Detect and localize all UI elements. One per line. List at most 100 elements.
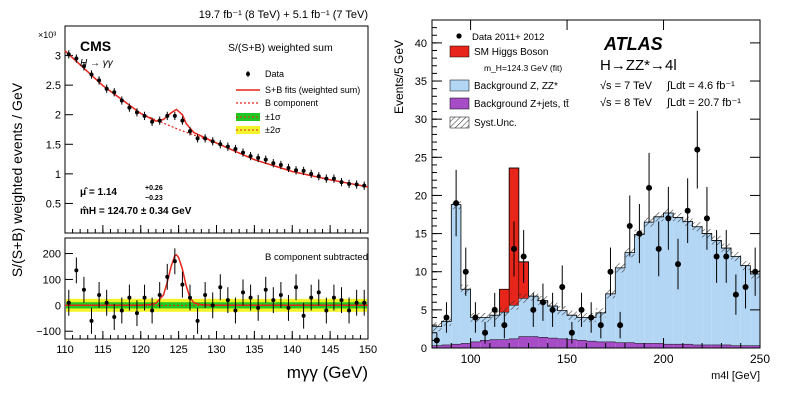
cms-x-tick-label: 120: [132, 344, 150, 356]
atlas-data-point: [501, 322, 508, 329]
cms-bottom-data-point: [286, 305, 291, 310]
cms-top-data-point: [210, 139, 215, 144]
atlas-y-tick-label: 30: [415, 114, 427, 126]
cms-bottom-data-group: [66, 248, 367, 334]
atlas-data-point: [559, 283, 566, 290]
cms-bottom-data-point: [81, 287, 86, 292]
cms-experiment: CMS: [80, 38, 111, 54]
cms-legend-title: S/(S+B) weighted sum: [228, 42, 333, 54]
cms-signal-curve: [65, 253, 368, 307]
cms-chart: 19.7 fb⁻¹ (8 TeV) + 5.1 fb⁻¹ (7 TeV) ×10…: [9, 9, 377, 382]
cms-x-tick-label: 140: [283, 344, 301, 356]
atlas-y-tick-label: 35: [415, 76, 427, 88]
atlas-data-point: [462, 268, 469, 275]
cms-bottom-data-point: [294, 285, 299, 290]
cms-signal-curve-group: [65, 253, 368, 307]
atlas-legend-zz: Background Z, ZZ*: [474, 81, 558, 92]
cms-top-y-tick-label: 1.5: [46, 139, 61, 151]
atlas-syst-band: [509, 300, 519, 310]
cms-top-data-group: [66, 50, 367, 190]
cms-bottom-data-point: [89, 318, 94, 323]
atlas-x-axis: 100 150 200 250: [431, 20, 770, 366]
atlas-energy-8: √s = 8 TeV: [600, 97, 653, 109]
cms-bottom-data-point: [331, 295, 336, 300]
cms-bottom-data-point: [324, 308, 329, 313]
cms-mu-upper: +0.26: [145, 185, 163, 192]
atlas-y-tick-label: 20: [415, 190, 427, 202]
atlas-data-group: [433, 110, 759, 348]
atlas-zjets-bar: [702, 344, 712, 348]
cms-bottom-data-point: [187, 295, 192, 300]
cms-top-data-point: [347, 181, 352, 186]
cms-channel: H → γγ: [80, 58, 114, 69]
cms-top-data-point: [309, 171, 314, 176]
atlas-data-point: [597, 322, 604, 329]
atlas-zjets-bar: [557, 338, 568, 348]
cms-top-data-point: [134, 110, 139, 115]
cms-x-tick-label: 125: [169, 344, 187, 356]
atlas-legend-syst: Syst.Unc.: [474, 118, 517, 129]
atlas-legend-zjets: Background Z+jets, tt̄: [474, 98, 569, 110]
cms-bottom-data-point: [241, 290, 246, 295]
cms-x-tick-label: 115: [94, 344, 112, 356]
cms-bottom-data-point: [127, 295, 132, 300]
atlas-legend-signal-swatch: [449, 45, 470, 58]
atlas-y-tick-label: 5: [421, 305, 427, 317]
atlas-zjets-bar: [596, 341, 606, 348]
cms-top-data-point: [203, 136, 208, 141]
atlas-zz-bar: [518, 298, 529, 337]
cms-xlabel: mγγ (GeV): [287, 363, 368, 382]
cms-bottom-data-point: [157, 292, 162, 297]
atlas-data-point: [636, 230, 643, 237]
atlas-data-point: [539, 299, 546, 306]
atlas-legend-zz-swatch: [449, 79, 470, 92]
cms-mass-value: m̂H = 124.70 ± 0.34 GeV: [80, 206, 192, 217]
cms-top-data-point: [256, 155, 261, 160]
cms-bottom-title: B component subtracted: [265, 252, 368, 263]
atlas-ylabel: Events/5 GeV: [392, 40, 406, 114]
atlas-zz-bar: [615, 267, 625, 343]
cms-top-data-point: [89, 72, 94, 77]
atlas-x-tick-label: 150: [557, 352, 577, 366]
cms-top-data-point: [286, 165, 291, 170]
atlas-zjets-bar: [499, 339, 510, 348]
atlas-data-point: [723, 253, 730, 260]
atlas-data-point: [655, 245, 662, 252]
cms-bottom-data-point: [150, 308, 155, 313]
atlas-zz-bar: [489, 315, 500, 340]
atlas-data-point: [568, 329, 575, 336]
cms-bottom-data-point: [301, 313, 306, 318]
cms-bottom-y-tick-label: 100: [43, 274, 61, 286]
cms-legend-data-dot: [246, 72, 250, 76]
atlas-zz-bar: [460, 289, 471, 344]
cms-x-tick-label: 150: [359, 344, 377, 356]
atlas-x-tick-label: 200: [654, 352, 674, 366]
atlas-zjets-bar: [470, 341, 481, 348]
cms-bottom-y-tick-label: −100: [36, 326, 61, 338]
cms-bottom-data-point: [203, 292, 208, 297]
atlas-data-point: [646, 184, 653, 191]
atlas-data-point: [530, 306, 537, 313]
atlas-zjets-bar: [576, 340, 587, 348]
cms-legend-fit: S+B fits (weighted sum): [265, 85, 360, 95]
atlas-data-point: [588, 314, 595, 321]
cms-top-data-point: [263, 157, 268, 162]
cms-bottom-data-point: [165, 274, 170, 279]
atlas-zjets-bar: [528, 336, 539, 348]
atlas-zjets-bar: [509, 338, 519, 348]
cms-fit-curve-group: [64, 50, 369, 188]
cms-bottom-data-point: [112, 314, 117, 319]
cms-bottom-data-point: [74, 268, 79, 273]
cms-bottom-y-axis: −100 0 100 200: [36, 249, 73, 338]
atlas-data-point: [472, 314, 479, 321]
atlas-zz-bar: [663, 212, 674, 345]
cms-bottom-data-point: [362, 300, 367, 305]
cms-bottom-data-point: [225, 298, 230, 303]
atlas-x-tick-label: 100: [461, 352, 481, 366]
cms-bkg-curve: [64, 50, 369, 188]
atlas-zjets-bar: [682, 344, 693, 348]
cms-bottom-data-point: [210, 303, 215, 308]
atlas-zz-bar: [692, 226, 703, 345]
atlas-zjets-bar: [460, 343, 471, 348]
atlas-stacked-histogram: [431, 167, 760, 348]
